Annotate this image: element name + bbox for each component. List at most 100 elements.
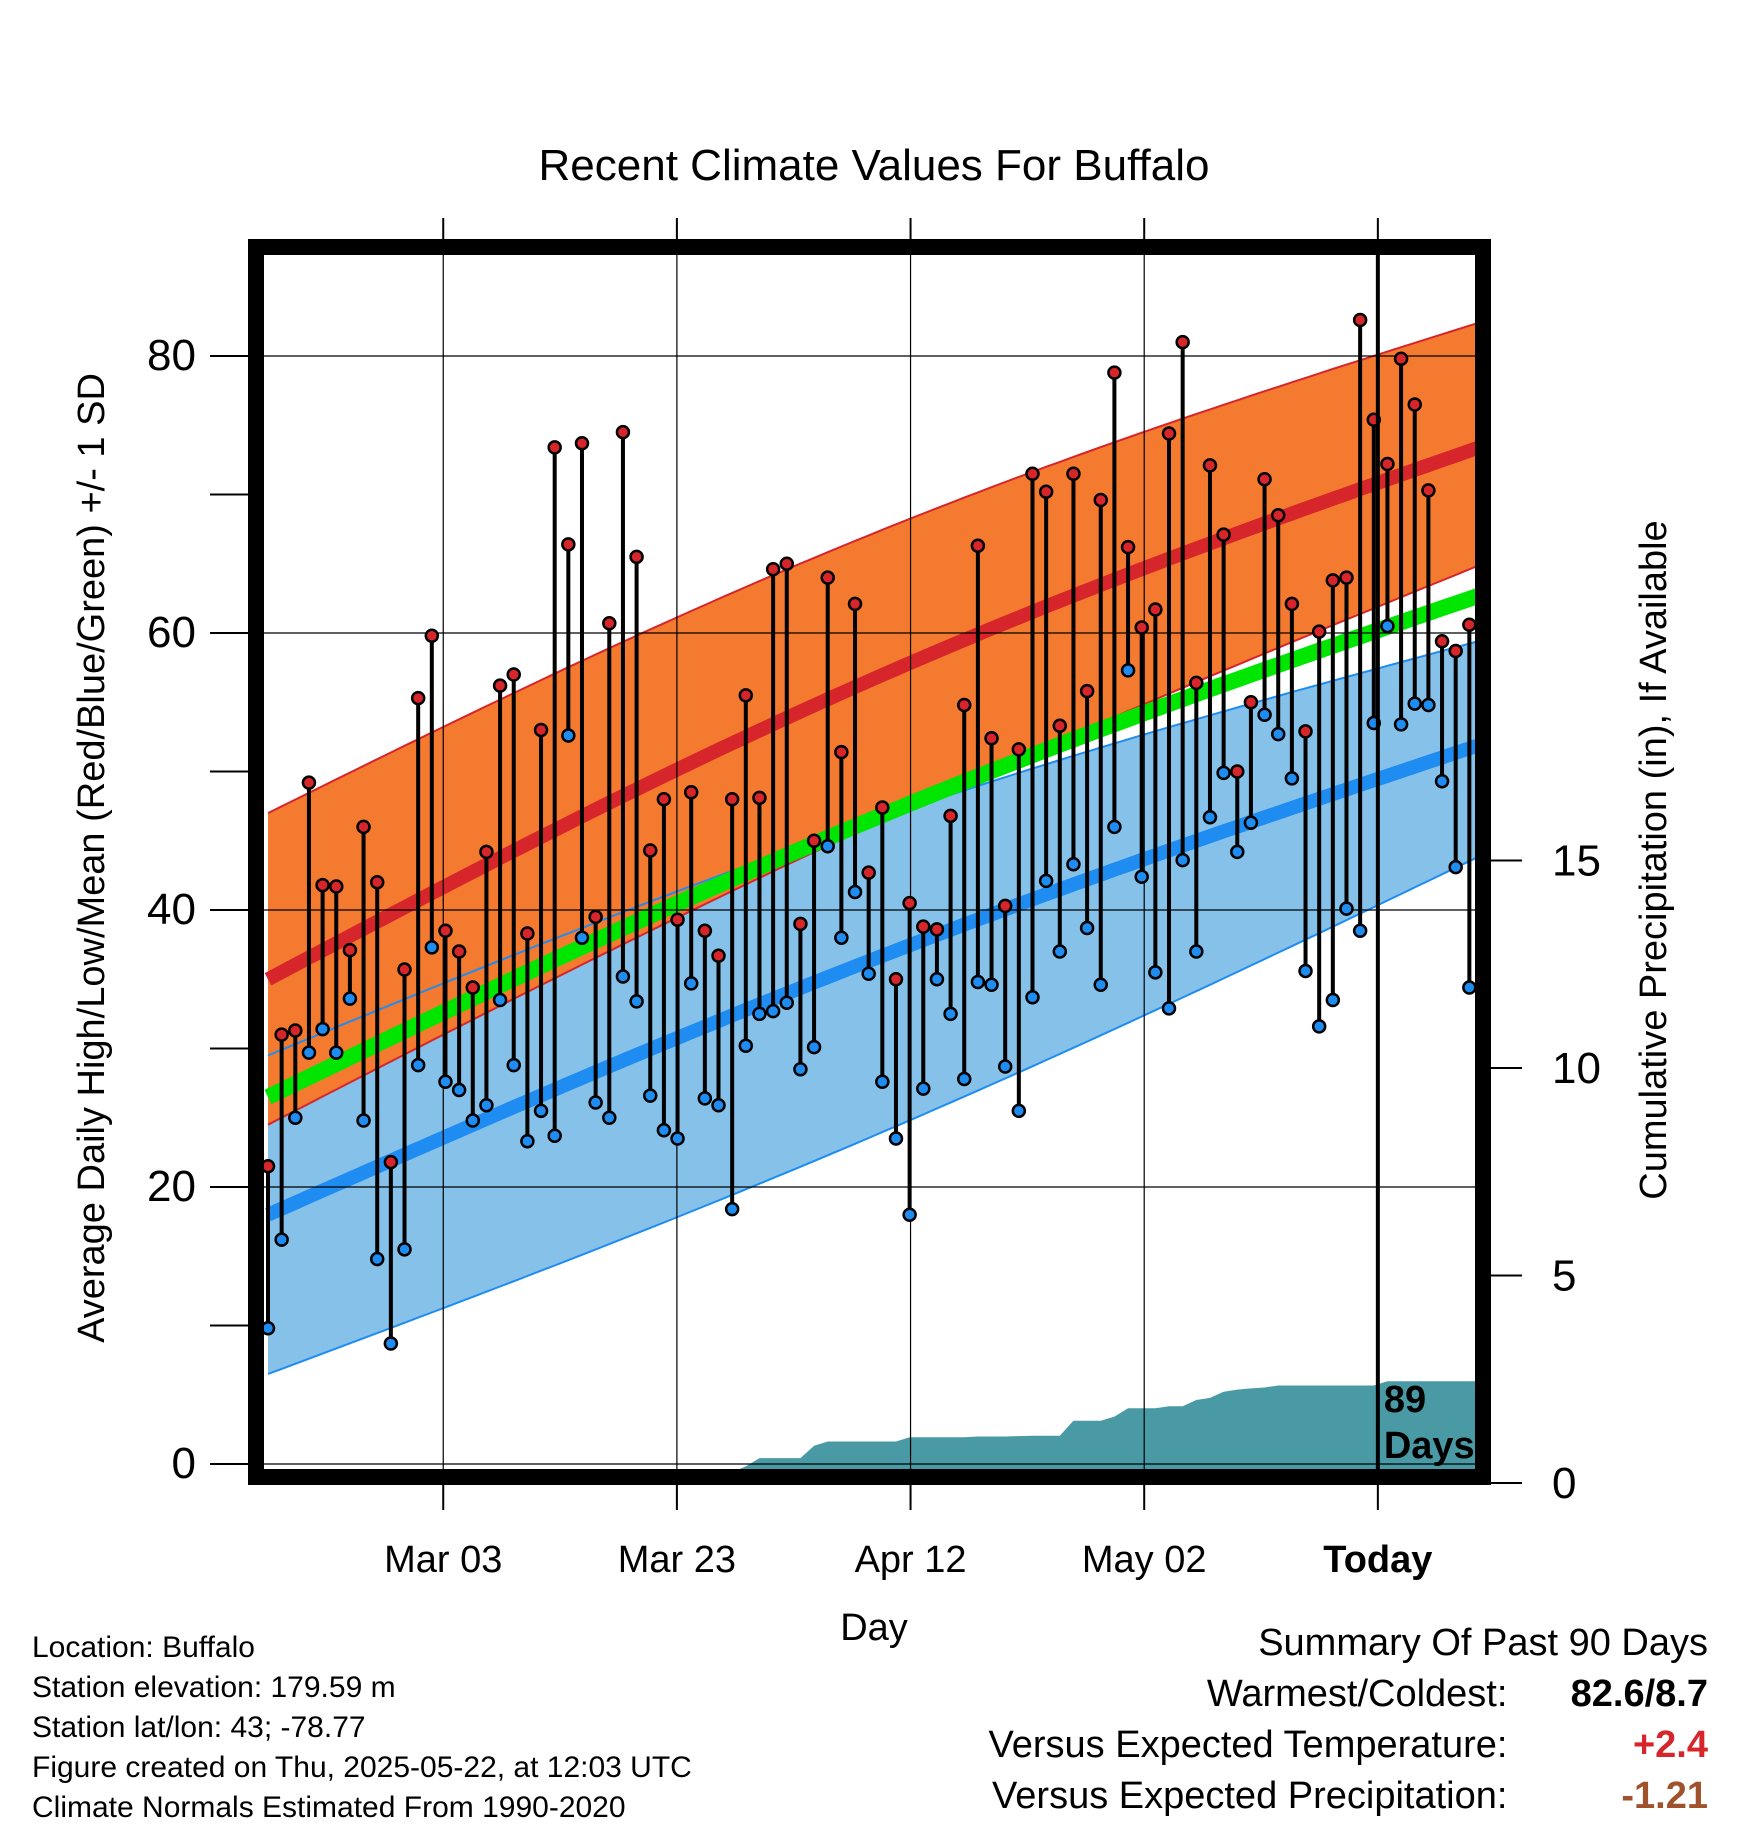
daily-high-point	[602, 616, 617, 631]
today-days-label: Days	[1384, 1425, 1475, 1467]
daily-low-point	[1079, 920, 1095, 936]
daily-high-point	[1161, 426, 1177, 441]
daily-low-point	[793, 1062, 808, 1077]
daily-low-point	[1393, 717, 1409, 732]
daily-low-point	[656, 1122, 672, 1138]
daily-low-point	[642, 1088, 658, 1103]
y2-tick-label: 5	[1552, 1252, 1576, 1301]
daily-high-point	[779, 556, 795, 571]
daily-low-point	[520, 1134, 535, 1149]
precip-area	[574, 1381, 1483, 1477]
daily-low-point	[588, 1095, 603, 1110]
summary-warm-cold: Warmest/Coldest: 82.6/8.7	[989, 1669, 1708, 1720]
daily-high-point	[274, 1027, 289, 1042]
daily-high-point	[465, 980, 481, 995]
daily-low-point	[1038, 873, 1054, 889]
daily-low-point	[943, 1006, 958, 1022]
today-days-label: 89	[1384, 1379, 1426, 1421]
daily-high-point	[752, 790, 767, 806]
daily-high-point	[629, 549, 644, 565]
daily-low-point	[383, 1336, 399, 1351]
daily-low-point	[765, 1003, 781, 1019]
daily-low-point	[875, 1074, 890, 1089]
daily-high-point	[670, 912, 685, 927]
daily-low-point	[533, 1103, 549, 1119]
daily-high-point	[301, 775, 317, 790]
daily-low-point	[315, 1021, 330, 1037]
daily-low-point	[369, 1251, 385, 1267]
y-tick-label: 0	[172, 1439, 196, 1488]
daily-high-point	[1148, 602, 1163, 617]
daily-high-point	[1134, 620, 1149, 635]
daily-low-point	[397, 1242, 412, 1257]
daily-low-point	[1175, 852, 1190, 868]
daily-high-point	[1175, 334, 1190, 350]
daily-low-point	[1066, 857, 1081, 872]
daily-low-point	[779, 995, 795, 1011]
daily-high-point	[342, 942, 358, 958]
location-text: Location: Buffalo	[32, 1631, 255, 1664]
daily-low-point	[1448, 859, 1463, 875]
summary-heading: Summary Of Past 90 Days	[1258, 1622, 1708, 1664]
daily-high-point	[875, 800, 890, 815]
daily-low-point	[1380, 618, 1395, 634]
summary-temp: Versus Expected Temperature: +2.4	[989, 1720, 1708, 1771]
daily-low-point	[724, 1201, 740, 1217]
daily-high-point	[1393, 351, 1409, 367]
daily-high-point	[1339, 570, 1354, 585]
daily-high-point	[561, 537, 576, 552]
daily-high-point	[1052, 718, 1068, 734]
daily-high-point	[1462, 617, 1477, 632]
daily-high-point	[711, 948, 726, 963]
daily-low-point	[697, 1091, 713, 1106]
daily-low-point	[997, 1059, 1013, 1074]
daily-high-point	[1025, 466, 1040, 481]
high-sd-upper-line	[267, 320, 1483, 814]
daily-low-point	[1120, 663, 1136, 678]
daily-high-point	[1189, 675, 1204, 691]
low-sd-lower-line	[267, 853, 1483, 1375]
daily-low-point	[1134, 869, 1149, 885]
y-tick-label: 60	[147, 608, 196, 657]
daily-high-point	[492, 678, 508, 693]
daily-low-point	[561, 728, 576, 743]
daily-low-point	[465, 1113, 481, 1128]
daily-low-point	[1230, 844, 1245, 860]
daily-high-point	[697, 923, 713, 939]
mean-normal-line	[264, 586, 1483, 1105]
daily-high-point	[1380, 456, 1395, 472]
daily-high-point	[1325, 573, 1341, 588]
daily-high-point	[642, 843, 658, 858]
daily-high-point	[1093, 492, 1109, 508]
daily-low-point	[1434, 773, 1450, 789]
daily-low-point	[1352, 923, 1368, 939]
x-tick-label: May 02	[1082, 1539, 1207, 1581]
daily-low-point	[1298, 963, 1313, 979]
daily-high-point	[533, 722, 549, 738]
daily-low-point	[670, 1131, 685, 1146]
daily-low-point	[615, 969, 631, 984]
daily-low-point	[1052, 944, 1068, 959]
daily-high-point	[861, 865, 876, 880]
daily-high-point	[615, 424, 631, 440]
daily-high-point	[1243, 695, 1259, 710]
warm-cold-value: 82.6/8.7	[1570, 1673, 1708, 1715]
latlon-text: Station lat/lon: 43; -78.77	[32, 1711, 366, 1744]
daily-low-point	[274, 1232, 289, 1247]
daily-high-point	[806, 833, 822, 848]
daily-high-point	[793, 916, 808, 932]
daily-high-point	[1284, 596, 1300, 612]
warm-cold-label: Warmest/Coldest:	[1206, 1673, 1508, 1715]
x-tick-label: Apr 12	[855, 1539, 967, 1581]
daily-low-point	[1243, 815, 1259, 830]
daily-high-point	[451, 944, 467, 959]
daily-high-point	[1202, 458, 1218, 473]
daily-high-point	[479, 844, 494, 860]
daily-low-point	[629, 994, 644, 1009]
daily-low-point	[342, 991, 358, 1006]
daily-high-point	[943, 808, 958, 824]
daily-high-point	[506, 667, 521, 682]
daily-high-point	[1120, 539, 1136, 555]
y2-tick-label: 15	[1552, 837, 1601, 886]
daily-low-point	[329, 1045, 344, 1060]
